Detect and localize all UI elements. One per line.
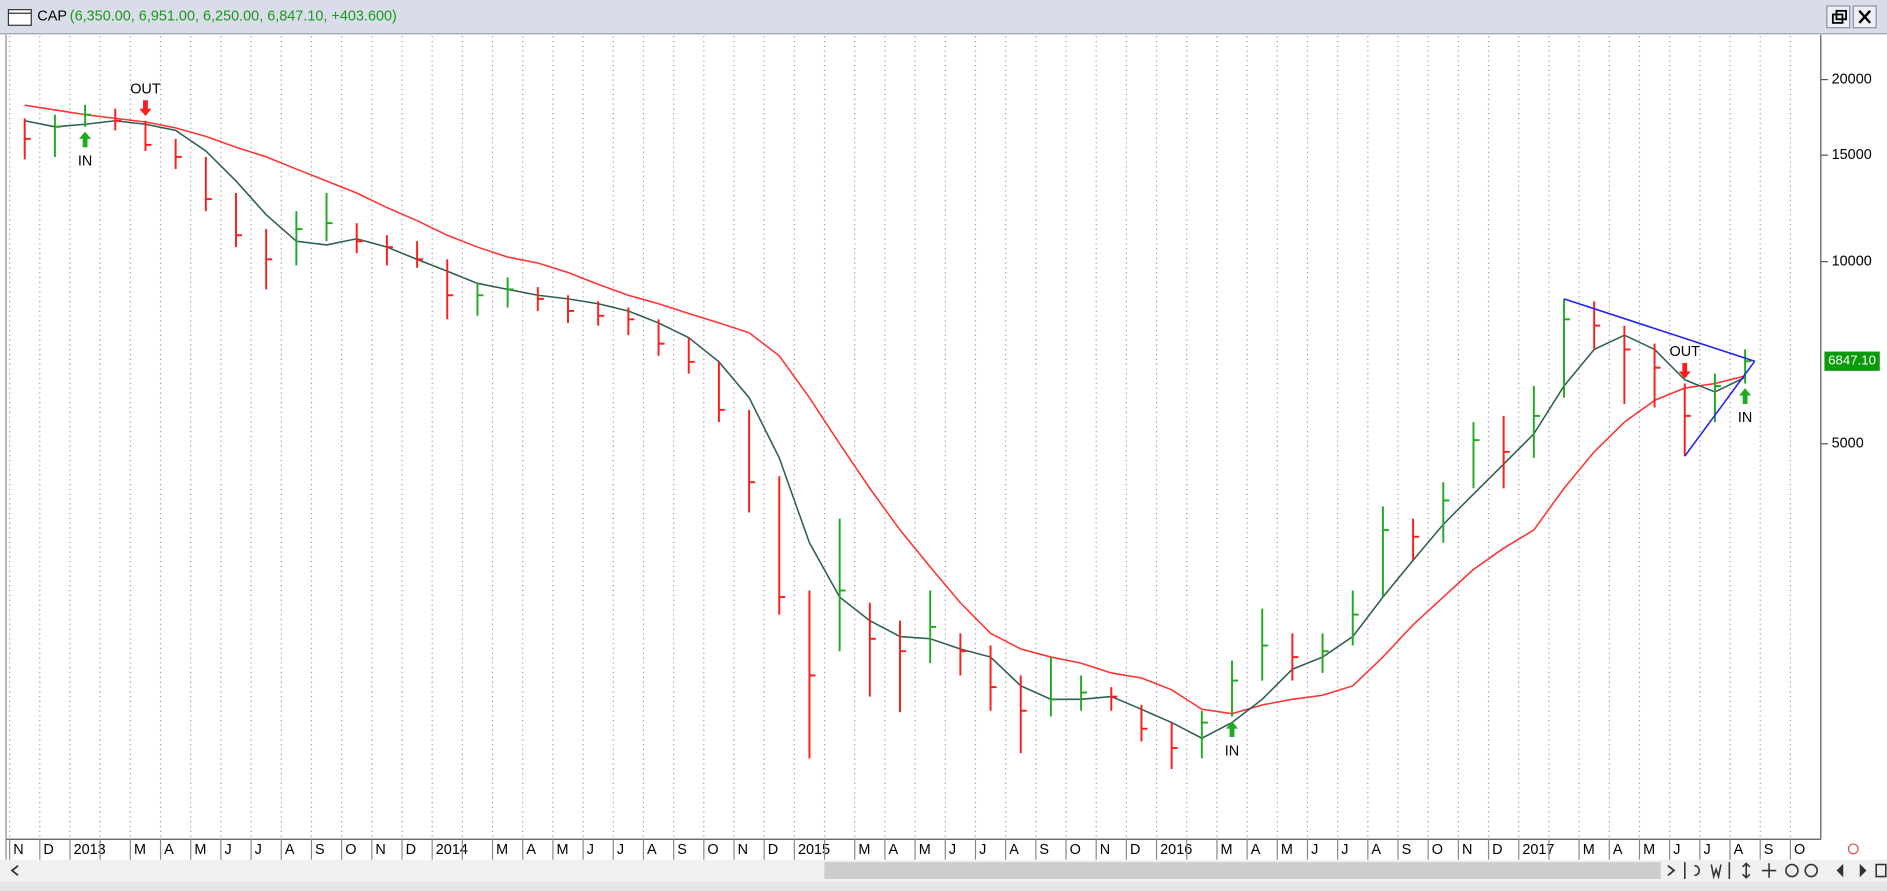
x-tick-label: 2015 xyxy=(798,842,830,858)
signal-arrow xyxy=(1739,388,1752,404)
signal-label: IN xyxy=(1738,410,1752,426)
panel-tool[interactable] xyxy=(1875,863,1887,878)
x-tick-label: D xyxy=(406,842,416,858)
close-button[interactable] xyxy=(1852,5,1877,29)
signal-arrow xyxy=(79,131,92,148)
x-tick-label: O xyxy=(1794,842,1805,858)
x-tick-label: A xyxy=(889,842,899,858)
x-tick-label: N xyxy=(738,842,748,858)
y-tick-label: 10000 xyxy=(1832,254,1872,270)
x-tick-label: D xyxy=(1130,842,1140,858)
x-tick-label: A xyxy=(1613,842,1623,858)
x-tick-label: O xyxy=(707,842,718,858)
x-tick-label: S xyxy=(1402,842,1412,858)
x-tick-label: 2016 xyxy=(1160,842,1192,858)
x-tick-label: J xyxy=(1673,842,1680,858)
vzoom-tool[interactable] xyxy=(1742,862,1751,879)
x-tick-label: N xyxy=(1100,842,1110,858)
chart: N D 2013 M A M J J A S O N D 2014 M A M J J A S O N D 2015 M A M J J A… xyxy=(9,36,1880,860)
x-tick-label: A xyxy=(526,842,536,858)
y-tick-label: 15000 xyxy=(1832,147,1872,163)
x-tick-label: O xyxy=(1432,842,1443,858)
pan-tool[interactable] xyxy=(1761,863,1777,878)
toolbar xyxy=(1684,862,1887,880)
window-icon xyxy=(7,9,32,26)
zoom-in-tool[interactable] xyxy=(1804,863,1818,878)
title-bar xyxy=(0,0,1887,34)
x-tick-label: A xyxy=(1009,842,1019,858)
x-tick-label: M xyxy=(1281,842,1293,858)
x-tick-label: A xyxy=(285,842,295,858)
x-tick-label: N xyxy=(375,842,385,858)
scroll-left[interactable] xyxy=(10,865,19,877)
x-tick-label: A xyxy=(164,842,174,858)
x-tick-label: J xyxy=(949,842,956,858)
x-tick-label: M xyxy=(1643,842,1655,858)
status-icon xyxy=(1847,843,1859,855)
x-tick-label: J xyxy=(255,842,262,858)
x-tick-label: J xyxy=(1703,842,1710,858)
y-tick-label: 5000 xyxy=(1832,436,1864,452)
signal-label: IN xyxy=(78,154,92,170)
x-tick-label: D xyxy=(1492,842,1502,858)
x-tick-label: S xyxy=(1039,842,1049,858)
last-price-box xyxy=(1824,351,1880,371)
signal-label: OUT xyxy=(130,81,161,97)
x-tick-label: M xyxy=(557,842,569,858)
x-tick-label: A xyxy=(1734,842,1744,858)
x-tick-label: J xyxy=(1311,842,1318,858)
x-tick-label: O xyxy=(1070,842,1081,858)
refresh-tool[interactable] xyxy=(1694,864,1700,877)
trendline xyxy=(1684,360,1756,457)
signal-label: IN xyxy=(1225,743,1239,759)
x-tick-label: M xyxy=(1221,842,1233,858)
zoom-out-tool[interactable] xyxy=(1785,863,1799,878)
quote: (6,350.00, 6,951.00, 6,250.00, 6,847.10,… xyxy=(70,9,397,25)
week-tool[interactable] xyxy=(1710,864,1722,880)
x-tick-label: D xyxy=(43,842,53,858)
x-tick-label: A xyxy=(1251,842,1261,858)
signal-label: OUT xyxy=(1670,344,1701,360)
x-tick-label: S xyxy=(315,842,325,858)
x-tick-label: D xyxy=(768,842,778,858)
last-price-label: 6847.10 xyxy=(1828,353,1876,368)
scroll-thumb[interactable] xyxy=(824,862,1661,879)
x-tick-label: M xyxy=(134,842,146,858)
x-tick-label: J xyxy=(225,842,232,858)
x-tick-label: J xyxy=(617,842,624,858)
x-tick-label: M xyxy=(1583,842,1595,858)
signal-arrow xyxy=(139,100,152,116)
prev-tool[interactable] xyxy=(1836,863,1844,878)
x-tick-label: M xyxy=(496,842,508,858)
x-tick-label: N xyxy=(13,842,23,858)
status-strip xyxy=(0,881,1887,891)
x-tick-label: 2014 xyxy=(436,842,468,858)
moving-average xyxy=(24,119,1746,740)
x-tick-label: J xyxy=(1341,842,1348,858)
x-tick-label: A xyxy=(647,842,657,858)
x-tick-label: S xyxy=(677,842,687,858)
x-tick-label: A xyxy=(1371,842,1381,858)
x-tick-label: M xyxy=(919,842,931,858)
x-tick-label: S xyxy=(1764,842,1774,858)
scroll-right[interactable] xyxy=(1667,865,1676,877)
x-tick-label: N xyxy=(1462,842,1472,858)
symbol: CAP xyxy=(37,9,67,25)
moving-average xyxy=(24,104,1746,715)
restore-button[interactable] xyxy=(1826,5,1851,29)
x-tick-label: J xyxy=(587,842,594,858)
trendline xyxy=(1563,298,1755,362)
x-tick-label: M xyxy=(194,842,206,858)
y-tick-label: 20000 xyxy=(1832,71,1872,87)
x-tick-label: O xyxy=(345,842,356,858)
x-tick-label: 2013 xyxy=(74,842,106,858)
signal-arrow xyxy=(1225,721,1239,738)
x-tick-label: 2017 xyxy=(1522,842,1554,858)
x-tick-label: J xyxy=(979,842,986,858)
x-tick-label: M xyxy=(858,842,870,858)
signal-arrow xyxy=(1678,363,1691,379)
next-tool[interactable] xyxy=(1859,863,1867,878)
